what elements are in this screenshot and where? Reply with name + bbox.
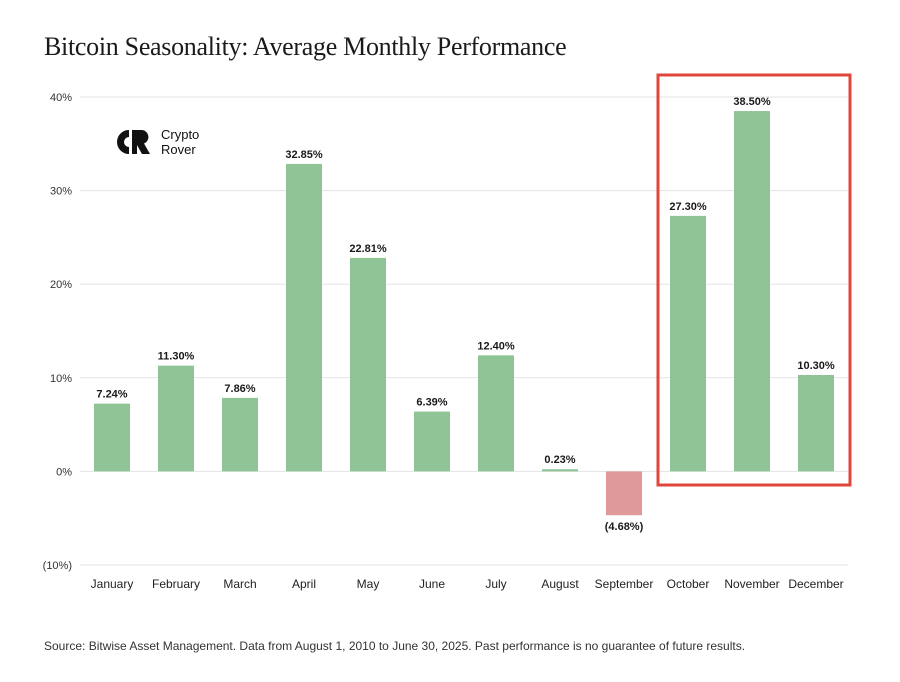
y-tick-label: 0%	[56, 466, 72, 478]
bar-august	[542, 469, 578, 472]
logo-line-1: Crypto	[161, 127, 200, 142]
crypto-rover-logo: Crypto Rover	[113, 126, 199, 158]
bar-value-label: 6.39%	[416, 397, 447, 409]
bar-value-label: 12.40%	[477, 340, 515, 352]
x-axis: January February March April May June July Augu…	[91, 577, 844, 591]
y-tick-label: 20%	[50, 279, 72, 291]
bar-chart: 40% 30% 20% 10% 0% (10%) 7.24% 11.30% 7.86% 32.8…	[43, 73, 852, 591]
bar-september	[606, 471, 642, 516]
bar-october	[670, 215, 706, 472]
x-tick-label: February	[152, 577, 200, 591]
bar-value-label: 38.50%	[733, 96, 771, 108]
bar-value-label: 0.23%	[544, 454, 575, 466]
bar-value-label: 22.81%	[349, 243, 387, 255]
bar-december	[798, 374, 834, 472]
y-tick-label: 30%	[50, 186, 72, 198]
x-tick-label: September	[595, 577, 654, 591]
bar-value-labels: 7.24% 11.30% 7.86% 32.85% 22.81% 6.39% 12.40% 0…	[96, 96, 834, 533]
x-tick-label: January	[91, 577, 134, 591]
bar-value-label: 27.30%	[669, 201, 707, 213]
bar-february	[158, 365, 194, 472]
bar-july	[478, 355, 514, 472]
bar-value-label: 10.30%	[797, 360, 835, 372]
cr-logo-icon	[117, 130, 150, 154]
y-tick-label: 40%	[50, 92, 72, 104]
y-axis: 40% 30% 20% 10% 0% (10%)	[43, 92, 73, 572]
x-tick-label: December	[788, 577, 843, 591]
x-tick-label: May	[357, 577, 380, 591]
bar-november	[734, 111, 770, 472]
bar-value-label: 7.86%	[224, 383, 255, 395]
x-tick-label: June	[419, 577, 445, 591]
y-tick-label: 10%	[50, 373, 72, 385]
x-tick-label: October	[667, 577, 710, 591]
bar-april	[286, 163, 322, 472]
x-tick-label: November	[724, 577, 779, 591]
bar-march	[222, 397, 258, 472]
bar-value-label: (4.68%)	[605, 521, 644, 533]
x-tick-label: July	[485, 577, 506, 591]
chart-title: Bitcoin Seasonality: Average Monthly Per…	[44, 32, 567, 61]
source-note: Source: Bitwise Asset Management. Data f…	[44, 639, 746, 653]
bar-june	[414, 411, 450, 472]
logo-line-2: Rover	[161, 142, 196, 157]
x-tick-label: April	[292, 577, 316, 591]
bar-may	[350, 257, 386, 472]
x-tick-label: August	[541, 577, 579, 591]
bars	[94, 111, 834, 516]
bar-value-label: 32.85%	[285, 149, 323, 161]
bar-value-label: 7.24%	[96, 389, 127, 401]
y-tick-label: (10%)	[43, 560, 72, 572]
highlight-box	[656, 73, 852, 487]
gridlines	[80, 96, 848, 566]
x-tick-label: March	[223, 577, 256, 591]
bar-value-label: 11.30%	[158, 351, 195, 363]
bar-january	[94, 403, 130, 472]
